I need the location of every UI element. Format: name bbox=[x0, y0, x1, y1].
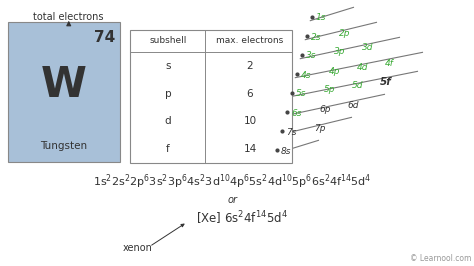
Text: max. electrons: max. electrons bbox=[216, 36, 283, 45]
Text: 1s: 1s bbox=[316, 14, 327, 23]
Text: 5s: 5s bbox=[296, 89, 307, 98]
FancyBboxPatch shape bbox=[8, 22, 120, 162]
Text: 7p: 7p bbox=[314, 123, 326, 132]
Text: d: d bbox=[164, 116, 171, 126]
Text: 6d: 6d bbox=[347, 101, 358, 110]
Text: subshell: subshell bbox=[149, 36, 187, 45]
Text: 6p: 6p bbox=[319, 105, 330, 114]
Text: 2: 2 bbox=[246, 61, 253, 71]
Text: 7s: 7s bbox=[286, 127, 297, 136]
Text: 5d: 5d bbox=[352, 81, 364, 90]
Text: 2s: 2s bbox=[311, 32, 321, 41]
Text: f: f bbox=[166, 144, 170, 154]
Text: 2p: 2p bbox=[339, 28, 350, 38]
Text: 4d: 4d bbox=[357, 63, 368, 72]
Text: 4f: 4f bbox=[385, 59, 394, 68]
Text: 4p: 4p bbox=[329, 66, 340, 76]
Text: 14: 14 bbox=[243, 144, 256, 154]
Text: p: p bbox=[164, 89, 171, 99]
Text: s: s bbox=[165, 61, 171, 71]
Text: 6: 6 bbox=[246, 89, 253, 99]
Text: 1s$^2$2s$^2$2p$^6$3s$^2$3p$^6$4s$^2$3d$^{10}$4p$^6$5s$^2$4d$^{10}$5p$^6$6s$^2$4f: 1s$^2$2s$^2$2p$^6$3s$^2$3p$^6$4s$^2$3d$^… bbox=[93, 173, 372, 191]
Text: 10: 10 bbox=[244, 116, 256, 126]
Text: 3s: 3s bbox=[306, 52, 317, 60]
Text: 4s: 4s bbox=[301, 70, 311, 80]
Text: 6s: 6s bbox=[291, 109, 301, 118]
Text: xenon: xenon bbox=[122, 243, 153, 253]
Text: total electrons: total electrons bbox=[34, 12, 104, 22]
Text: 5f: 5f bbox=[380, 77, 392, 87]
Text: 5p: 5p bbox=[324, 85, 336, 94]
Text: 74: 74 bbox=[94, 30, 115, 45]
FancyBboxPatch shape bbox=[130, 30, 292, 163]
Text: © Learnool.com: © Learnool.com bbox=[410, 254, 472, 263]
Text: W: W bbox=[41, 64, 87, 106]
Text: 3p: 3p bbox=[334, 48, 346, 56]
Text: Tungsten: Tungsten bbox=[40, 141, 88, 151]
Text: 3d: 3d bbox=[362, 44, 374, 52]
Text: [Xe] 6s$^2$4f$^{14}$5d$^4$: [Xe] 6s$^2$4f$^{14}$5d$^4$ bbox=[196, 209, 288, 227]
Text: 8s: 8s bbox=[281, 147, 292, 156]
Text: or: or bbox=[227, 195, 237, 205]
